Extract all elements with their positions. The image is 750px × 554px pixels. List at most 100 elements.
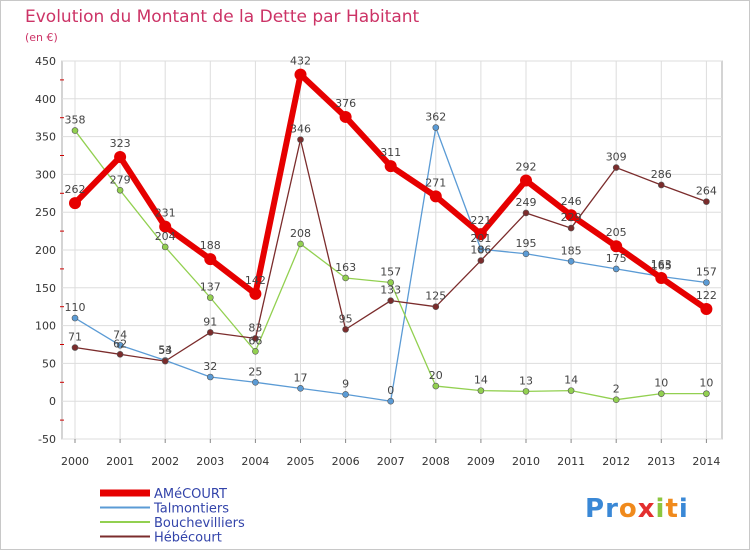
data-point-bouchevilliers xyxy=(522,388,530,395)
data-label-talmontiers: 362 xyxy=(425,111,446,124)
data-point-h-b-court xyxy=(297,136,304,143)
data-label-bouchevilliers: 137 xyxy=(200,281,221,294)
data-point-h-b-court xyxy=(522,209,530,217)
legend-label-talmontiers: Talmontiers xyxy=(153,502,229,517)
y-tick-label: 100 xyxy=(35,320,56,333)
data-label-bouchevilliers: 2 xyxy=(613,383,620,396)
data-label-am-court: 311 xyxy=(380,146,401,159)
x-tick-label: 2010 xyxy=(512,455,540,468)
data-label-h-b-court: 62 xyxy=(113,337,127,350)
data-point-h-b-court xyxy=(71,344,79,351)
data-point-am-court xyxy=(384,160,397,173)
data-point-talmontiers xyxy=(432,124,440,131)
data-label-h-b-court: 91 xyxy=(203,315,217,328)
data-label-am-court: 292 xyxy=(516,160,537,173)
data-point-bouchevilliers xyxy=(297,240,304,248)
data-label-h-b-court: 249 xyxy=(516,196,537,209)
data-point-bouchevilliers xyxy=(387,279,395,286)
data-label-talmontiers: 157 xyxy=(696,266,717,279)
data-label-am-court: 188 xyxy=(200,239,221,252)
data-label-am-court: 271 xyxy=(425,176,446,189)
data-point-bouchevilliers xyxy=(71,127,79,134)
data-point-talmontiers xyxy=(297,385,304,392)
data-point-bouchevilliers xyxy=(657,390,665,397)
data-label-talmontiers: 74 xyxy=(113,328,127,341)
data-label-bouchevilliers: 10 xyxy=(654,377,668,390)
x-tick-label: 2012 xyxy=(602,455,630,468)
data-label-bouchevilliers: 163 xyxy=(335,261,356,274)
proxiti-logo: Proxiti xyxy=(585,494,688,524)
data-point-talmontiers xyxy=(342,391,349,398)
x-tick-label: 2006 xyxy=(332,455,360,468)
data-label-bouchevilliers: 279 xyxy=(110,173,131,186)
data-point-am-court xyxy=(294,68,307,81)
data-label-h-b-court: 309 xyxy=(606,151,627,164)
data-label-h-b-court: 125 xyxy=(425,290,446,303)
data-label-talmontiers: 195 xyxy=(516,237,537,250)
data-label-talmontiers: 201 xyxy=(470,232,491,245)
data-point-talmontiers xyxy=(116,341,124,349)
data-point-bouchevilliers xyxy=(432,382,440,390)
data-point-am-court xyxy=(655,271,668,284)
data-label-h-b-court: 346 xyxy=(290,123,311,136)
legend-label-h-b-court: Hébécourt xyxy=(154,531,222,546)
data-point-bouchevilliers xyxy=(703,390,710,397)
data-label-bouchevilliers: 157 xyxy=(380,266,401,279)
x-tick-label: 2001 xyxy=(106,455,134,468)
x-tick-label: 2014 xyxy=(692,455,720,468)
data-label-bouchevilliers: 14 xyxy=(474,374,488,387)
data-label-am-court: 246 xyxy=(561,195,582,208)
data-label-bouchevilliers: 14 xyxy=(564,374,578,387)
data-label-am-court: 376 xyxy=(335,97,356,110)
x-tick-label: 2004 xyxy=(241,455,269,468)
series-markers xyxy=(69,68,713,405)
data-label-am-court: 163 xyxy=(651,258,672,271)
y-tick-label: 200 xyxy=(35,244,56,257)
data-point-am-court xyxy=(204,253,217,266)
data-point-talmontiers xyxy=(522,250,530,258)
data-point-am-court xyxy=(610,240,623,253)
chart-title: Evolution du Montant de la Dette par Hab… xyxy=(25,7,420,27)
data-label-talmontiers: 0 xyxy=(387,384,394,397)
data-label-am-court: 122 xyxy=(696,289,717,302)
data-label-bouchevilliers: 204 xyxy=(155,230,176,243)
data-label-talmontiers: 110 xyxy=(65,301,86,314)
x-tick-label: 2003 xyxy=(196,455,224,468)
data-label-bouchevilliers: 13 xyxy=(519,374,533,387)
data-label-bouchevilliers: 20 xyxy=(429,369,443,382)
data-point-am-court xyxy=(69,197,81,210)
data-point-am-court xyxy=(159,220,172,233)
y-tick-label: 450 xyxy=(35,55,56,68)
data-point-am-court xyxy=(520,174,532,187)
legend-label-am-court: AMéCOURT xyxy=(154,487,227,502)
data-point-talmontiers xyxy=(703,279,710,286)
data-point-am-court xyxy=(339,110,352,123)
data-label-talmontiers: 17 xyxy=(294,371,308,384)
y-tick-label: 250 xyxy=(35,206,56,219)
data-point-bouchevilliers xyxy=(116,186,124,194)
data-point-bouchevilliers xyxy=(161,243,169,251)
data-label-h-b-court: 53 xyxy=(158,344,172,357)
x-tick-label: 2013 xyxy=(647,455,675,468)
data-label-talmontiers: 9 xyxy=(342,377,349,390)
data-label-am-court: 221 xyxy=(470,214,491,227)
y-tick-label: 150 xyxy=(35,282,56,295)
data-point-h-b-court xyxy=(612,164,620,171)
data-point-h-b-court xyxy=(207,329,214,336)
data-label-talmontiers: 185 xyxy=(561,244,582,257)
data-point-bouchevilliers xyxy=(252,348,259,355)
data-point-h-b-court xyxy=(477,257,485,264)
chart-subtitle: (en €) xyxy=(25,31,58,44)
data-labels: 110 74 54 32 25 17 9 0 362 201 195 185 175 165 157 358 2… xyxy=(65,55,717,398)
data-label-am-court: 262 xyxy=(65,183,86,196)
data-label-h-b-court: 133 xyxy=(380,284,401,297)
data-label-h-b-court: 83 xyxy=(248,321,262,334)
legend-label-bouchevilliers: Bouchevilliers xyxy=(154,516,245,531)
y-tick-label: -50 xyxy=(38,433,56,446)
data-point-am-court xyxy=(429,190,442,203)
data-point-h-b-court xyxy=(387,297,395,304)
data-label-h-b-court: 95 xyxy=(339,312,353,325)
data-point-talmontiers xyxy=(252,378,259,386)
data-point-bouchevilliers xyxy=(342,274,349,282)
